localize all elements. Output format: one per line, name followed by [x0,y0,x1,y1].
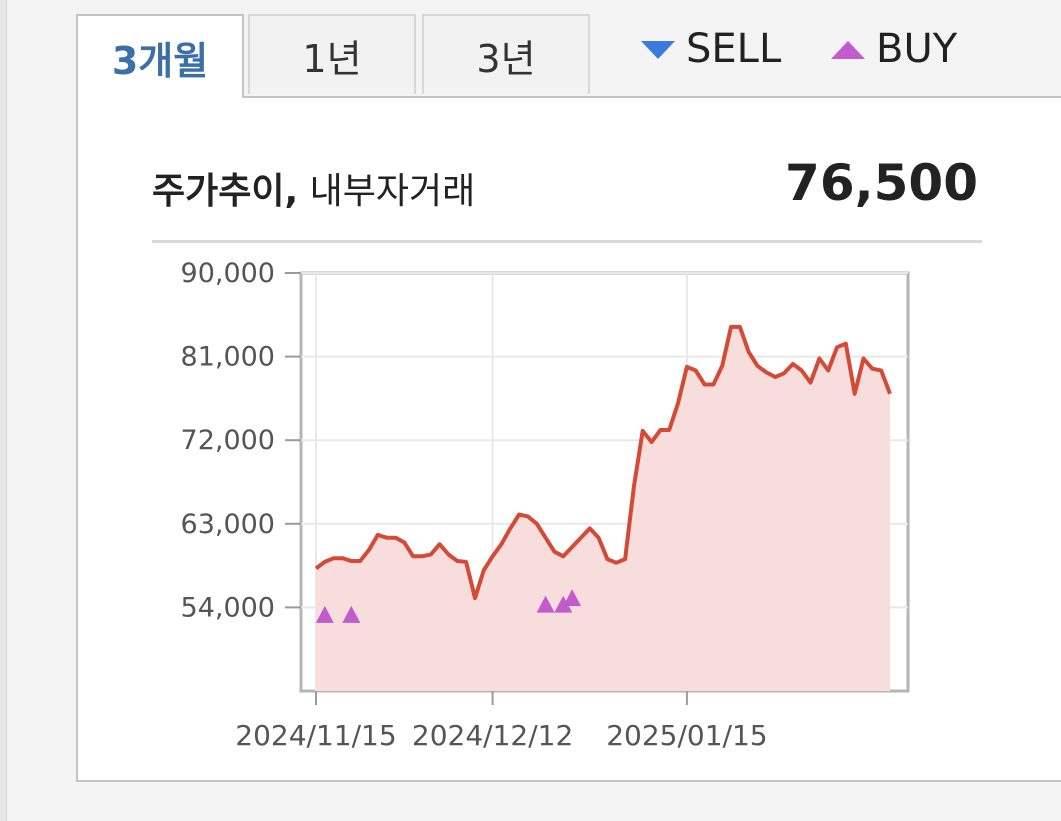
left-edge-rule [0,0,7,821]
buy-triangle-icon [831,41,865,59]
tab-3-months-label: 3개월 [111,38,209,83]
y-tick-label-2: 72,000 [181,425,275,456]
price-line [314,324,892,601]
y-tick-label-3: 63,000 [181,509,275,540]
y-tick-label-0: 90,000 [181,258,275,289]
x-axis-ticks: 2024/11/15 2024/12/12 2025/01/15 [235,691,768,752]
chart-title: 주가추이, 내부자거래 [152,162,475,214]
title-divider [152,240,982,243]
tab-3-months[interactable]: 3개월 [76,14,244,98]
buy-marker-2 [536,595,555,613]
legend-sell-label: SELL [686,26,782,72]
x-tick-label-2: 2025/01/15 [606,719,767,752]
tab-3-years[interactable]: 3년 [422,14,590,94]
chart-title-sub: 내부자거래 [309,171,476,212]
buy-marker-1 [342,605,361,623]
legend-buy-label: BUY [876,26,958,72]
sell-triangle-icon [641,41,675,59]
tab-1-year-label: 1년 [302,36,362,81]
buy-marker-0 [315,605,334,623]
buy-marker-3 [554,595,573,613]
buy-markers [315,589,582,623]
chart-title-bold: 주가추이, [152,171,299,212]
y-tick-label-1: 81,000 [181,342,275,373]
price-chart: 90,000 81,000 72,000 63,000 54,000 2024/11/1… [181,258,910,752]
tab-1-year[interactable]: 1년 [248,14,416,94]
tab-3-years-label: 3년 [476,36,536,81]
chart-panel: 주가추이, 내부자거래 76,500 90,000 81,000 72,000 63,… [76,96,1061,782]
buy-marker-4 [563,589,582,607]
legend-sell: SELL [640,26,781,72]
y-tick-label-4: 54,000 [181,592,275,623]
x-tick-label-0: 2024/11/15 [235,719,396,752]
current-price: 76,500 [785,154,978,212]
x-tick-label-1: 2024/12/12 [412,719,573,752]
y-axis-ticks: 90,000 81,000 72,000 63,000 54,000 [181,258,301,623]
legend-buy: BUY [830,26,957,72]
price-area [316,326,890,691]
